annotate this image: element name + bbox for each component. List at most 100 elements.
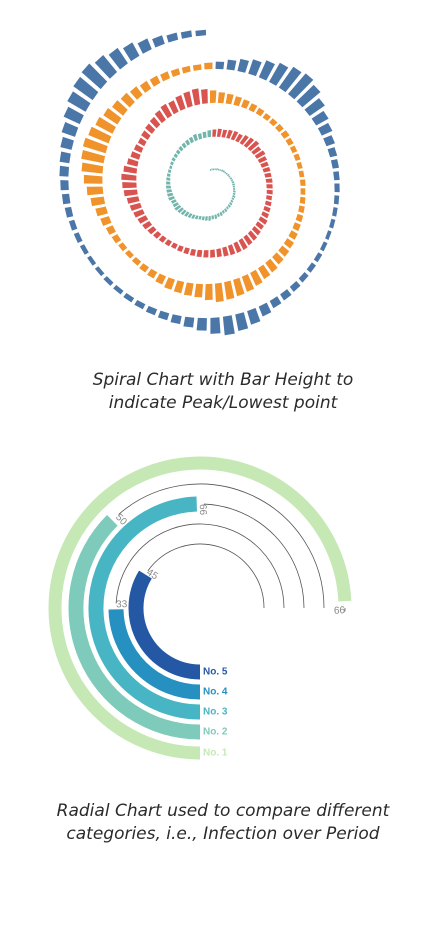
spiral-bar bbox=[226, 59, 237, 71]
spiral-bar bbox=[134, 300, 146, 310]
spiral-bar bbox=[258, 216, 268, 225]
spiral-bar bbox=[81, 63, 108, 90]
spiral-bar bbox=[103, 276, 114, 286]
spiral-bar bbox=[313, 252, 323, 263]
spiral-bar bbox=[81, 162, 104, 174]
spiral-bar bbox=[230, 199, 234, 203]
spiral-bar bbox=[227, 204, 231, 208]
spiral-bar bbox=[264, 172, 272, 178]
spiral-bar bbox=[216, 248, 222, 258]
spiral-bar bbox=[226, 129, 233, 139]
spiral-bar bbox=[191, 214, 196, 219]
radial-value-label: 99 bbox=[333, 603, 345, 615]
spiral-bar bbox=[298, 170, 305, 178]
spiral-bar bbox=[153, 231, 162, 239]
spiral-bar bbox=[122, 182, 137, 189]
radial-caption-line-2: categories, i.e., Infection over Period bbox=[66, 824, 380, 844]
spiral-bar bbox=[123, 189, 138, 197]
radial-guide-arc bbox=[118, 483, 325, 609]
spiral-bar bbox=[180, 209, 187, 216]
spiral-chart bbox=[59, 29, 340, 336]
spiral-bar bbox=[258, 264, 271, 280]
spiral-bar bbox=[147, 226, 157, 235]
spiral-bar bbox=[60, 136, 74, 150]
spiral-bar bbox=[130, 86, 143, 100]
spiral-bar bbox=[160, 71, 171, 82]
spiral-bar bbox=[95, 116, 116, 134]
spiral-bar bbox=[272, 252, 284, 265]
spiral-bar bbox=[120, 92, 135, 108]
spiral-bars bbox=[59, 29, 340, 336]
spiral-bar bbox=[296, 162, 303, 169]
spiral-bar bbox=[183, 316, 195, 328]
spiral-bar bbox=[292, 222, 301, 232]
spiral-bar bbox=[164, 277, 175, 290]
spiral-bar bbox=[142, 221, 153, 230]
spiral-bar bbox=[232, 183, 235, 186]
spiral-bar bbox=[228, 175, 231, 178]
spiral-bar bbox=[296, 84, 321, 108]
spiral-bar bbox=[222, 246, 229, 257]
spiral-bar bbox=[224, 171, 227, 174]
spiral-bar bbox=[184, 211, 190, 217]
radial-grid bbox=[115, 483, 346, 612]
spiral-bar bbox=[90, 196, 106, 207]
spiral-bar bbox=[167, 169, 172, 173]
spiral-bar bbox=[160, 103, 173, 119]
spiral-bar bbox=[330, 159, 339, 169]
spiral-bar bbox=[289, 145, 298, 154]
spiral-bar bbox=[275, 123, 284, 133]
spiral-bar bbox=[145, 123, 156, 134]
spiral-bar bbox=[203, 250, 209, 258]
spiral-bar bbox=[220, 169, 224, 172]
spiral-bar bbox=[83, 174, 103, 184]
spiral-bar bbox=[239, 135, 249, 145]
spiral-bar bbox=[164, 239, 172, 247]
spiral-bar bbox=[280, 289, 292, 301]
spiral-bar bbox=[278, 245, 290, 257]
radial-value-label: 66 bbox=[197, 504, 208, 516]
spiral-bar bbox=[171, 157, 176, 162]
spiral-bar bbox=[59, 151, 71, 164]
radial-category-label: No. 1 bbox=[203, 748, 228, 759]
spiral-bar bbox=[204, 283, 213, 301]
spiral-bar bbox=[229, 201, 233, 206]
spiral-bar bbox=[103, 108, 122, 125]
spiral-bar bbox=[232, 185, 235, 188]
spiral-bar bbox=[198, 216, 202, 220]
spiral-bar bbox=[111, 234, 122, 244]
spiral-bar bbox=[232, 192, 236, 196]
spiral-bar bbox=[329, 218, 336, 229]
spiral-bar bbox=[175, 95, 186, 111]
spiral-bar bbox=[166, 177, 171, 181]
spiral-bar bbox=[173, 280, 185, 294]
spiral-bar bbox=[266, 184, 273, 189]
spiral-bar bbox=[232, 194, 236, 198]
spiral-bar bbox=[262, 113, 271, 121]
spiral-bar bbox=[217, 168, 220, 171]
spiral-bar bbox=[233, 241, 242, 253]
spiral-bar bbox=[137, 38, 152, 54]
spiral-bar bbox=[79, 244, 89, 255]
spiral-bar bbox=[247, 230, 258, 241]
radial-category-label: No. 5 bbox=[203, 667, 228, 678]
spiral-bar bbox=[166, 189, 173, 193]
spiral-bar bbox=[174, 205, 182, 211]
spiral-bar bbox=[263, 205, 271, 213]
spiral-bar bbox=[192, 133, 198, 142]
spiral-bar bbox=[192, 64, 202, 71]
spiral-bar bbox=[59, 165, 69, 177]
spiral-bar bbox=[167, 192, 174, 197]
spiral-bar bbox=[108, 47, 128, 70]
spiral-bar bbox=[222, 315, 235, 336]
spiral-bar bbox=[126, 196, 140, 204]
spiral-bar bbox=[320, 241, 328, 252]
spiral-bar bbox=[299, 196, 306, 204]
spiral-bar bbox=[207, 130, 212, 138]
spiral-caption-line-1: Spiral Chart with Bar Height to bbox=[92, 370, 354, 390]
spiral-bar bbox=[189, 248, 196, 256]
spiral-bar bbox=[230, 179, 234, 182]
spiral-bar bbox=[88, 126, 112, 144]
spiral-bar bbox=[250, 269, 263, 286]
spiral-bar bbox=[123, 293, 135, 303]
